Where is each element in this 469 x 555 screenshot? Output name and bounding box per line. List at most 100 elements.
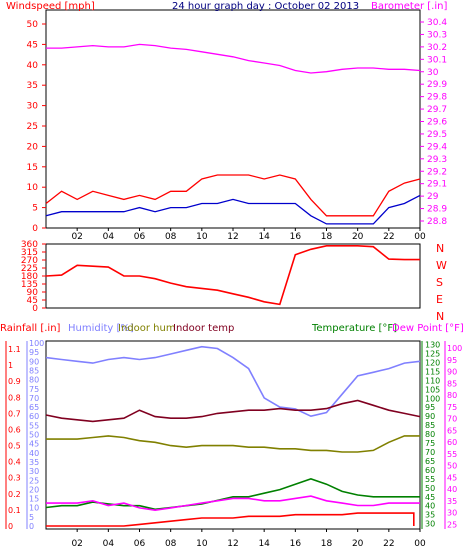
dewpoint-tick-label: 30 [447,509,457,518]
time-tick-label: 04 [103,232,115,242]
direction-tick-label: 135 [21,280,38,290]
dewpoint-tick-label: 35 [447,497,457,506]
rainfall-tick-label: 0.3 [8,474,21,483]
barometer-tick-label: 30.1 [427,55,447,65]
humidity-tick-label: 45 [29,440,39,449]
time-tick-label: 08 [165,539,177,549]
time-tick-label: 14 [258,539,270,549]
series-barometer [46,43,421,74]
humidity-tick-label: 80 [29,376,39,385]
direction-tick-label: 45 [27,296,38,306]
temperature-tick-label: 105 [425,385,440,394]
rainfall-tick-label: 0.6 [8,425,21,434]
time-tick-label: 16 [290,232,302,242]
panel3-time-axis: 02 04 06 08 10 12 14 16 18 20 22 00 [71,529,426,549]
direction-tick-label: 360 [21,240,38,250]
time-tick-label: 10 [196,232,208,242]
humidity-tick-label: 50 [29,431,39,440]
barometer-tick-label: 29.4 [427,142,447,152]
barometer-tick-label: 29.3 [427,155,447,165]
temperature-tick-label: 130 [425,341,440,350]
series-indoor-temp [45,399,421,423]
barometer-label: Barometer [.in] [371,1,447,12]
humidity-tick-label: 60 [29,412,39,421]
dewpoint-tick-label: 90 [447,368,457,377]
windspeed-tick-label: 25 [27,122,38,132]
time-tick-label: 00 [414,539,426,549]
dewpoint-tick-label: 60 [447,438,457,447]
direction-tick-label: 180 [21,272,38,282]
windspeed-label: Windspeed [mph] [6,1,95,12]
compass-label: N [436,242,444,255]
barometer-tick-label: 29.5 [427,130,447,140]
rainfall-tick-label: 0.8 [8,393,21,402]
rainfall-tick-label: 0.1 [8,506,21,515]
time-tick-label: 08 [165,232,177,242]
series-temperature [45,478,420,511]
barometer-tick-label: 30.2 [427,43,447,53]
temperature-tick-label: 120 [425,358,440,367]
time-tick-label: 12 [227,539,238,549]
barometer-tick-label: 28.8 [427,217,447,227]
time-tick-label: 20 [352,539,364,549]
humidity-tick-label: 30 [29,467,39,476]
humidity-tick-label: 0 [29,522,34,531]
humidity-tick-label: 25 [29,476,39,485]
temperature-tick-label: 45 [425,493,435,502]
barometer-tick-label: 29.6 [427,118,447,128]
temperature-tick-label: 60 [425,466,435,475]
panel1-time-axis: 02 04 06 08 10 12 14 16 18 20 22 00 [71,228,426,242]
time-tick-label: 20 [352,232,364,242]
time-tick-label: 18 [321,232,333,242]
temperature-tick-label: 90 [425,412,435,421]
temperature-tick-label: 55 [425,475,435,484]
panel-wind-barometer: Windspeed [mph] 24 hour graph day : Octo… [6,1,447,242]
temperature-tick-label: 30 [425,520,435,529]
barometer-tick-label: 29.8 [427,93,447,103]
panel3-axes: 00.10.20.30.40.50.60.70.80.911.105101520… [5,339,462,531]
windspeed-tick-label: 15 [27,163,38,173]
time-tick-label: 16 [290,539,302,549]
series-gust [45,174,421,217]
humidity-tick-label: 40 [29,449,39,458]
dewpoint-tick-label: 50 [447,462,457,471]
barometer-tick-label: 29.2 [427,167,447,177]
barometer-tick-label: 30.3 [427,30,447,40]
time-tick-label: 14 [258,232,270,242]
barometer-axis: 28.8 28.9 29 29.1 29.2 29.3 29.4 29.5 29.6 29.7 29… [420,18,447,227]
temperature-label: Temperature [°F] [311,323,397,334]
temperature-tick-label: 115 [425,367,440,376]
panel2-series [45,245,420,306]
rainfall-label: Rainfall [.in] [0,323,61,334]
series-wind-direction [45,245,420,306]
dewpoint-label: Dew Point [°F] [392,323,464,334]
windspeed-tick-label: 30 [27,102,39,112]
temperature-tick-label: 65 [425,457,435,466]
dewpoint-tick-label: 80 [447,391,457,400]
panel1-series [45,43,421,225]
temperature-tick-label: 125 [425,350,440,359]
time-tick-label: 02 [71,539,82,549]
time-tick-label: 00 [414,232,426,242]
barometer-tick-label: 29 [427,192,439,202]
temperature-tick-label: 40 [425,502,435,511]
series-humidity [45,345,421,418]
humidity-tick-label: 15 [29,495,39,504]
windspeed-tick-label: 5 [32,204,38,214]
humidity-tick-label: 70 [29,394,39,403]
series-dew-point [46,495,420,512]
compass-label: W [436,259,447,272]
barometer-tick-label: 30.4 [427,18,447,28]
barometer-tick-label: 29.9 [427,80,447,90]
time-tick-label: 22 [383,539,394,549]
direction-tick-label: 315 [21,248,38,258]
windspeed-tick-label: 35 [27,81,38,91]
rainfall-tick-label: 0 [8,522,13,531]
humidity-tick-label: 5 [29,513,34,522]
compass-label: S [436,276,443,289]
humidity-label: Humidity [%] [68,323,134,334]
humidity-tick-label: 55 [29,421,39,430]
